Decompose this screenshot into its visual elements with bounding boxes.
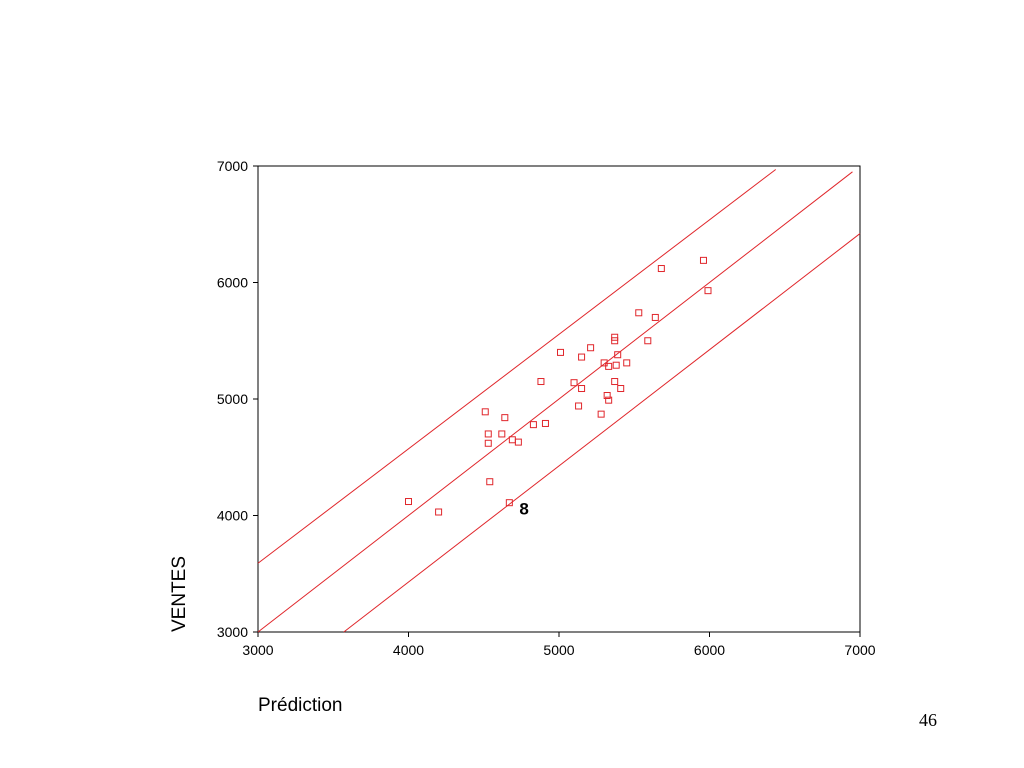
x-tick-label: 4000: [393, 642, 424, 658]
point: [587, 344, 595, 352]
y-axis-label: VENTES: [169, 556, 190, 632]
point: [486, 478, 494, 486]
point: [611, 337, 619, 345]
point: [611, 378, 619, 386]
fit-line: [257, 169, 777, 564]
point: [605, 362, 613, 370]
point: [603, 392, 611, 400]
point: [498, 430, 506, 438]
point: [575, 402, 583, 410]
page-number: 46: [919, 710, 937, 730]
point: [557, 348, 565, 356]
x-tick-label: 7000: [844, 642, 875, 658]
point: [635, 309, 643, 317]
point: [405, 498, 412, 506]
x-tick-label: 6000: [694, 642, 725, 658]
point: [623, 359, 631, 367]
point: [657, 265, 665, 273]
point: [537, 378, 545, 386]
y-tick-label: 7000: [217, 158, 248, 174]
point: [617, 385, 625, 393]
point: [541, 419, 549, 427]
x-tick-label: 3000: [242, 642, 273, 658]
point: [612, 361, 620, 369]
point: [651, 313, 659, 321]
point: [597, 410, 605, 418]
point: [605, 396, 613, 404]
point: [505, 499, 513, 507]
point: [578, 353, 586, 361]
point: [644, 337, 652, 345]
y-tick-label: 4000: [217, 508, 248, 524]
point: [704, 287, 712, 295]
y-tick-label: 6000: [217, 275, 248, 291]
x-tick-label: 5000: [543, 642, 574, 658]
point: [484, 430, 492, 438]
point: [501, 414, 509, 422]
point: [570, 379, 578, 387]
x-axis-label: Prédiction: [258, 695, 343, 716]
point: [484, 439, 492, 447]
point: [508, 436, 516, 444]
y-tick-label: 3000: [217, 624, 248, 640]
point: [614, 351, 622, 359]
point: [435, 508, 443, 516]
point: [699, 256, 707, 264]
y-tick-label: 5000: [217, 391, 248, 407]
point: [514, 438, 522, 446]
point: [578, 385, 586, 393]
fit-line: [343, 233, 861, 633]
point-annotation: 8: [519, 500, 528, 519]
point: [481, 408, 489, 416]
point: [529, 421, 537, 429]
fit-line: [257, 171, 853, 633]
